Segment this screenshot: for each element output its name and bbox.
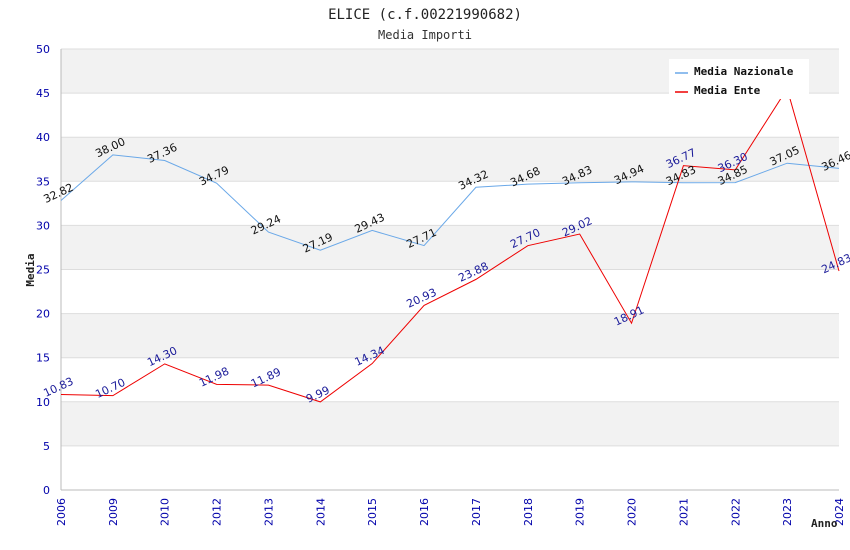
background-band: [61, 181, 839, 226]
x-tick-label: 2022: [729, 498, 742, 526]
background-bands: [61, 49, 839, 490]
x-tick-label: 2021: [677, 498, 690, 526]
x-tick-label: 2009: [107, 498, 120, 526]
chart-subtitle: Media Importi: [378, 28, 472, 42]
background-band: [61, 225, 839, 270]
series-line-media-nazionale: [60, 154, 840, 251]
x-axis-label: Anno: [811, 517, 838, 530]
x-tick-label: 2024: [833, 498, 846, 526]
x-tick-label: 2023: [781, 498, 794, 526]
chart-title: ELICE (c.f.00221990682): [328, 7, 522, 23]
background-band: [61, 445, 839, 490]
y-tick-label: 0: [43, 484, 50, 497]
legend-label-media-nazionale: Media Nazionale: [694, 65, 794, 78]
background-band: [61, 269, 839, 314]
y-tick-label: 5: [43, 440, 50, 453]
legend-label-media-ente: Media Ente: [694, 84, 761, 97]
y-tick-label: 40: [36, 131, 50, 144]
x-tick-label: 2010: [159, 498, 172, 526]
y-tick-labels: 0 5 10 15 20 25 30 35 40 45 50: [36, 43, 50, 497]
y-tick-label: 45: [36, 87, 50, 100]
background-band: [61, 137, 839, 182]
axes: [60, 49, 839, 491]
x-tick-label: 2017: [470, 498, 483, 526]
background-band: [61, 401, 839, 446]
background-band: [61, 313, 839, 358]
x-tick-label: 2016: [418, 498, 431, 526]
legend-box: [669, 59, 809, 99]
y-tick-label: 35: [36, 175, 50, 188]
legend: Media Nazionale Media Ente: [669, 59, 809, 99]
x-tick-label: 2014: [314, 498, 327, 526]
y-tick-label: 20: [36, 308, 50, 321]
y-tick-label: 10: [36, 396, 50, 409]
x-tick-label: 2020: [626, 498, 639, 526]
y-tick-label: 15: [36, 352, 50, 365]
y-tick-label: 50: [36, 43, 50, 56]
background-band: [61, 357, 839, 402]
x-tick-label: 2015: [366, 498, 379, 526]
y-tick-label: 25: [36, 264, 50, 277]
x-tick-label: 2019: [574, 498, 587, 526]
y-tick-label: 30: [36, 219, 50, 232]
background-band: [61, 93, 839, 138]
x-tick-labels: 2006 2009 2010 2012 2013 2014 2015 2016 2017 2018…: [55, 498, 846, 526]
series-lines: [60, 87, 840, 403]
series-line-media-ente: [60, 87, 840, 403]
y-axis-label: Media: [24, 253, 37, 286]
x-tick-label: 2006: [55, 498, 68, 526]
x-tick-label: 2012: [211, 498, 224, 526]
x-tick-label: 2013: [262, 498, 275, 526]
x-tick-label: 2018: [522, 498, 535, 526]
